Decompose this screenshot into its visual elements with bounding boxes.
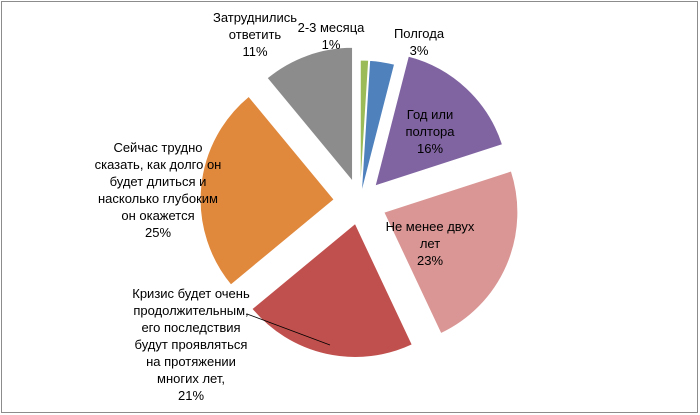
- data-label-line: будут проявляться: [135, 337, 248, 352]
- data-label: 2-3 месяца 1%: [298, 20, 366, 52]
- data-label-line: Кризис будет очень: [132, 286, 250, 301]
- data-label-line: на протяжении: [146, 354, 236, 369]
- data-label-line: 23%: [417, 253, 443, 268]
- data-label-line: 3%: [410, 43, 429, 58]
- data-label-line: насколько глубоким: [98, 191, 218, 206]
- data-label-line: будет длиться и: [110, 174, 207, 189]
- data-label-line: 25%: [145, 225, 171, 240]
- data-label: Кризис будет очень продолжительным, его по…: [132, 286, 250, 403]
- data-label-line: он окажется: [121, 208, 194, 223]
- data-label-line: полтора: [405, 124, 455, 139]
- pie-slice: [359, 59, 370, 195]
- pie-slice: [360, 59, 396, 195]
- data-label-line: продолжительным,: [133, 303, 248, 318]
- data-label-line: Затруднились: [213, 10, 297, 25]
- data-label: Сейчас трудно сказать, как долго он будет …: [95, 140, 222, 240]
- data-label-line: многих лет,: [157, 371, 225, 386]
- data-label: Затруднились ответить 11%: [213, 10, 297, 59]
- pie-slice: [383, 170, 519, 335]
- data-label: Не менее двух лет 23%: [386, 219, 475, 268]
- leader-line: [246, 313, 331, 346]
- data-label-line: 11%: [242, 44, 267, 59]
- data-label-line: 16%: [417, 141, 443, 156]
- data-label-line: 21%: [178, 388, 204, 403]
- data-label-line: его последствия: [141, 320, 240, 335]
- data-label-line: сказать, как долго он: [95, 157, 222, 172]
- data-label-line: ответить: [229, 27, 282, 42]
- pie-slice: [266, 46, 354, 183]
- data-label-line: Полгода: [394, 26, 445, 41]
- data-label-line: Сейчас трудно: [113, 140, 202, 155]
- data-label: Год или полтора 16%: [405, 107, 455, 156]
- data-label: Полгода 3%: [394, 26, 445, 58]
- data-label-line: 1%: [322, 37, 341, 52]
- pie-slice: [251, 222, 413, 358]
- data-label-line: 2-3 месяца: [298, 20, 366, 35]
- data-label-line: Не менее двух: [386, 219, 475, 234]
- data-label-line: лет: [420, 236, 440, 251]
- pie-slice: [199, 95, 335, 286]
- data-label-line: Год или: [407, 107, 453, 122]
- pie-slice: [374, 55, 504, 187]
